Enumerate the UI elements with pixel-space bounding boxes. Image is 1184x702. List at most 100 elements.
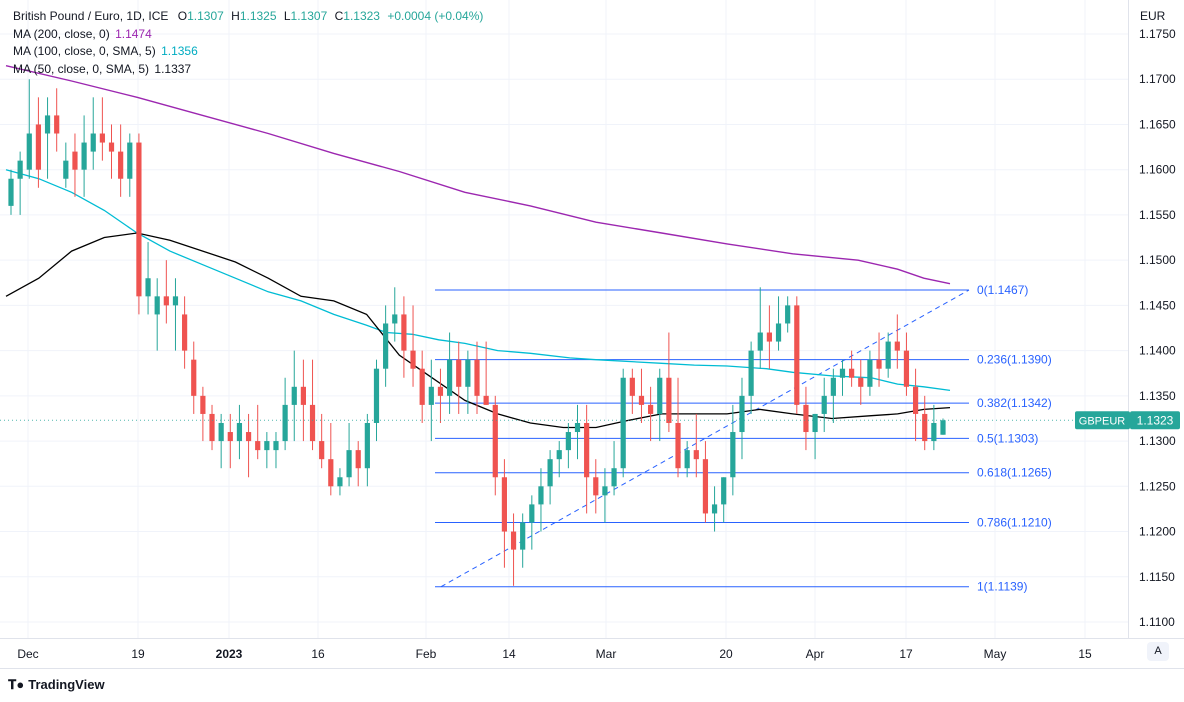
candle	[520, 513, 526, 568]
candle	[775, 296, 782, 351]
candle	[446, 332, 453, 414]
tradingview-logo[interactable]: 𝐓● TradingView	[8, 677, 105, 693]
candle-body	[638, 395, 645, 405]
candle-body	[118, 151, 124, 179]
candle	[565, 422, 571, 469]
current-price-label: 1.1323	[1137, 413, 1174, 427]
candle	[456, 341, 462, 414]
current-price-tag	[1130, 411, 1180, 430]
candle	[538, 468, 544, 532]
candle-body	[309, 404, 316, 442]
candle	[108, 124, 115, 179]
candle-body	[364, 422, 370, 469]
ma100-value: 1.1356	[161, 44, 198, 58]
candle	[711, 486, 718, 532]
candle-body	[72, 151, 78, 170]
candle-body	[127, 142, 133, 179]
candle	[200, 386, 206, 442]
symbol-tag-label: GBPEUR	[1079, 415, 1126, 427]
candle	[584, 404, 590, 514]
candle-body	[182, 314, 188, 351]
candle-body	[529, 504, 535, 523]
time-axis-label: 14	[502, 647, 516, 661]
candle-body	[620, 377, 626, 469]
candle	[118, 124, 124, 197]
candle-body	[858, 377, 864, 387]
fib-label-0.5: 0.5(1.1303)	[977, 431, 1038, 445]
candle	[209, 404, 215, 451]
candle-body	[264, 441, 270, 451]
candle-body	[273, 441, 279, 451]
candle	[437, 368, 444, 423]
candle-body	[510, 531, 517, 550]
price-axis-label: 1.1450	[1139, 298, 1176, 312]
candle-body	[26, 133, 32, 170]
price-axis-label: 1.1250	[1139, 479, 1176, 493]
candle-body	[17, 160, 23, 179]
candle	[26, 79, 32, 179]
moving-averages	[5, 65, 951, 429]
candle	[346, 422, 352, 487]
candle	[474, 341, 480, 414]
price-axis-label: 1.1750	[1139, 27, 1176, 41]
candle	[940, 418, 946, 435]
time-axis-label: Apr	[806, 647, 825, 661]
candle	[912, 368, 919, 442]
candle	[35, 97, 42, 188]
legend-ma200-row[interactable]: MA (200, close, 0) 1.1474	[13, 26, 483, 44]
ma50-line	[5, 232, 951, 429]
candle-body	[611, 468, 617, 487]
candle-body	[8, 178, 14, 206]
candle-body	[556, 450, 562, 460]
candle	[903, 332, 910, 396]
candle-body	[711, 504, 718, 514]
candle-body	[346, 450, 352, 478]
fib-label-0.236: 0.236(1.1390)	[977, 353, 1052, 367]
candle	[392, 287, 398, 342]
fib-trendline	[440, 289, 970, 588]
candle-body	[721, 477, 727, 505]
symbol-title[interactable]: British Pound / Euro, 1D, ICE	[13, 9, 169, 23]
time-axis-label: 20	[719, 647, 733, 661]
candle-body	[629, 377, 635, 396]
candle	[556, 441, 562, 478]
auto-scale-button[interactable]: A	[1147, 642, 1169, 661]
high-label: H	[231, 9, 240, 23]
close-value: 1.1323	[343, 9, 380, 23]
candle-body	[337, 477, 343, 487]
candle-body	[684, 450, 690, 469]
candle-body	[602, 486, 608, 496]
fib-label-0.382: 0.382(1.1342)	[977, 396, 1052, 410]
open-value: 1.1307	[187, 9, 224, 23]
candle-body	[373, 368, 380, 423]
tradingview-logo-icon: 𝐓●	[8, 677, 25, 692]
price-axis-currency: EUR	[1140, 9, 1166, 23]
legend-ma50-row[interactable]: MA (50, close, 0, SMA, 5) 1.1337	[13, 61, 483, 79]
candle-body	[867, 359, 873, 387]
candle-body	[666, 377, 672, 423]
candle-body	[245, 432, 252, 442]
legend-ma100-row[interactable]: MA (100, close, 0, SMA, 5) 1.1356	[13, 43, 483, 61]
candle	[629, 368, 635, 414]
candle-body	[693, 450, 699, 460]
candle-body	[492, 404, 498, 478]
candle	[620, 368, 626, 478]
candle	[821, 377, 827, 433]
time-axis-label: 17	[899, 647, 913, 661]
price-axis-label: 1.1300	[1139, 434, 1176, 448]
candle	[529, 495, 535, 550]
legend-symbol-row: British Pound / Euro, 1D, ICE O1.1307 H1…	[13, 8, 483, 26]
candle	[63, 142, 69, 188]
candle	[812, 413, 818, 460]
candle-body	[940, 420, 946, 435]
candle	[574, 404, 581, 460]
time-axis-label: 2023	[216, 647, 243, 661]
candle	[602, 468, 608, 523]
candle-body	[812, 413, 818, 433]
candle-body	[474, 359, 480, 396]
candle-body	[785, 305, 791, 324]
candle-body	[584, 422, 590, 478]
candle-body	[44, 115, 51, 134]
